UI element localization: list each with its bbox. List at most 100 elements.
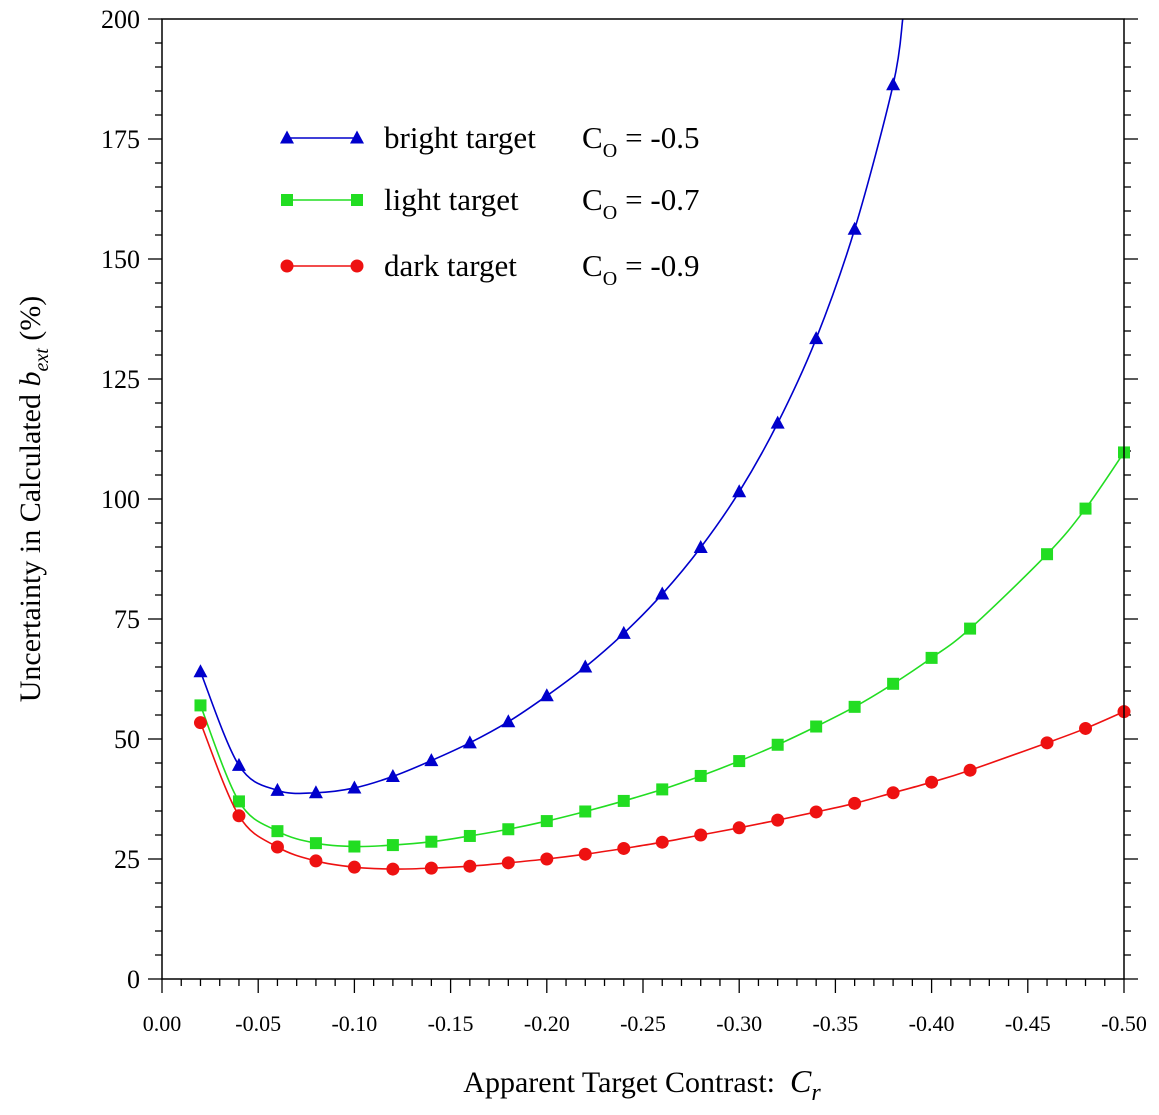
x-tick-label: -0.10 [331, 1011, 377, 1036]
legend-entry: bright target CO = -0.5 [280, 120, 699, 162]
data-point [732, 484, 747, 498]
data-point [617, 841, 631, 855]
data-point [578, 847, 592, 861]
data-point [810, 720, 823, 733]
x-tick-label: -0.35 [812, 1011, 858, 1036]
data-point [925, 651, 938, 664]
legend-label: bright target [384, 120, 536, 155]
y-axis-label-prefix: Uncertainty in Calculated [14, 387, 47, 703]
data-point [655, 586, 670, 600]
series-line [199, 451, 1125, 848]
y-axis-label-var: b [14, 372, 47, 387]
legend-label: dark target [384, 248, 517, 283]
data-point [848, 700, 861, 713]
data-point [809, 331, 824, 345]
data-point [193, 664, 208, 678]
data-point [232, 809, 246, 823]
data-point [925, 775, 939, 789]
data-point [425, 835, 438, 848]
data-point [886, 77, 901, 91]
plot-frame [161, 18, 1125, 980]
data-point [617, 794, 630, 807]
data-point [424, 753, 439, 767]
legend-marker [280, 259, 294, 273]
data-point [694, 769, 707, 782]
data-point [270, 840, 284, 854]
data-point [309, 837, 322, 850]
legend-co: CO = -0.5 [582, 120, 699, 162]
x-axis-label: Apparent Target Contrast: Cr [463, 1063, 821, 1106]
data-point [462, 735, 477, 749]
data-point [809, 805, 823, 819]
axis-ticks [148, 18, 1138, 993]
data-point [964, 622, 977, 635]
data-point [193, 716, 207, 730]
series-circle [193, 705, 1131, 876]
legend-entry: light target CO = -0.7 [281, 182, 699, 224]
y-tick-label: 175 [101, 125, 140, 154]
legend-marker [351, 194, 363, 206]
tick-labels: 0.00 -0.05 -0.10 -0.15 -0.20 -0.25 -0.30 -0.35 -… [101, 5, 1147, 1036]
data-point [232, 795, 245, 808]
y-tick-label: 25 [114, 845, 140, 874]
data-point [308, 785, 323, 799]
data-point [656, 783, 669, 796]
x-axis-label-var: C [790, 1063, 812, 1099]
data-point [386, 839, 399, 852]
series-square [194, 446, 1130, 853]
legend: bright target CO = -0.5 light target CO = -0.… [280, 120, 699, 290]
legend-marker [350, 259, 364, 273]
x-tick-label: -0.25 [620, 1011, 666, 1036]
data-point [386, 862, 400, 876]
data-point [271, 825, 284, 838]
data-point [963, 763, 977, 777]
data-point [501, 714, 516, 728]
y-tick-label: 200 [101, 5, 140, 34]
x-tick-label: -0.40 [909, 1011, 955, 1036]
x-tick-label: 0.00 [143, 1011, 182, 1036]
data-point [770, 415, 785, 429]
legend-marker [281, 194, 293, 206]
legend-marker [350, 130, 364, 144]
data-point [424, 861, 438, 875]
data-point [231, 757, 246, 771]
y-tick-label: 50 [114, 725, 140, 754]
data-point [1041, 548, 1054, 561]
series-triangle [193, 18, 904, 799]
data-point [540, 852, 554, 866]
legend-entry: dark target CO = -0.9 [280, 248, 699, 290]
legend-label: light target [384, 182, 519, 217]
x-tick-label: -0.50 [1101, 1011, 1147, 1036]
data-point [347, 780, 362, 794]
x-axis-label-prefix: Apparent Target Contrast: [463, 1066, 790, 1099]
data-point [848, 796, 862, 810]
data-point [347, 860, 361, 874]
data-point [733, 755, 746, 768]
data-point [463, 859, 477, 873]
data-point [463, 829, 476, 842]
data-point [771, 738, 784, 751]
data-point [579, 805, 592, 818]
data-point [194, 699, 207, 712]
y-tick-label: 100 [101, 485, 140, 514]
data-point [886, 786, 900, 800]
series-line [199, 18, 904, 795]
y-axis-label-suffix: (%) [14, 296, 47, 348]
x-tick-label: -0.15 [428, 1011, 474, 1036]
data-point [348, 840, 361, 853]
data-point [539, 688, 554, 702]
y-axis-label-sub: ext [31, 348, 53, 372]
data-point [1079, 721, 1093, 735]
y-tick-label: 75 [114, 605, 140, 634]
data-point [771, 813, 785, 827]
y-tick-label: 125 [101, 365, 140, 394]
x-tick-label: -0.20 [524, 1011, 570, 1036]
data-point [385, 768, 400, 782]
data-point [270, 782, 285, 796]
data-point [1040, 736, 1054, 750]
x-tick-label: -0.05 [235, 1011, 281, 1036]
data-point [502, 823, 515, 836]
x-tick-label: -0.30 [716, 1011, 762, 1036]
data-point [616, 625, 631, 639]
